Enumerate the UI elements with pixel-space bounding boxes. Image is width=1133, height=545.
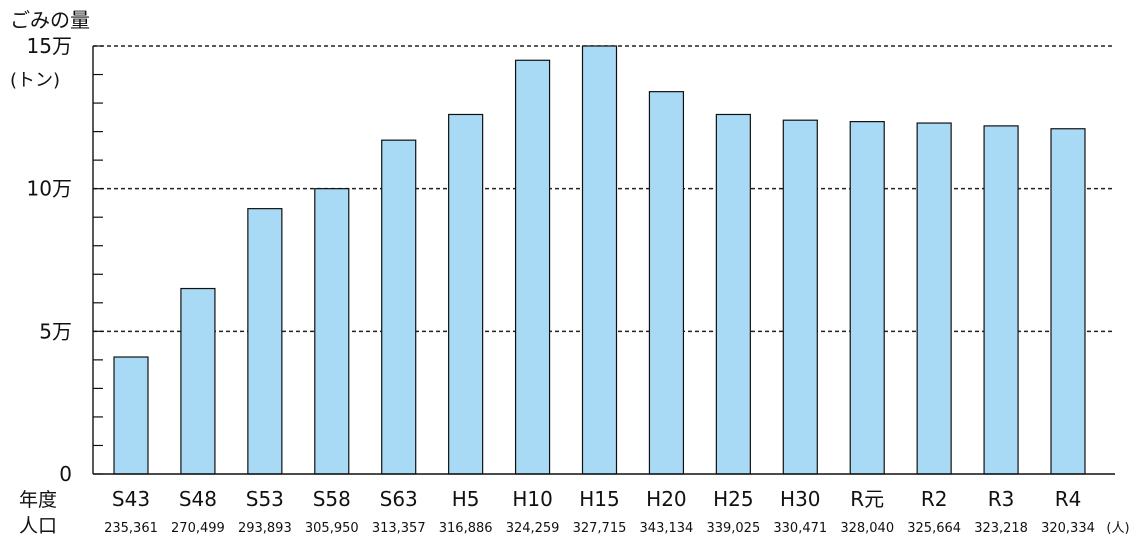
population-label: 330,471 <box>773 521 827 536</box>
bar-H30 <box>782 119 818 475</box>
y-tick-label: 10万 <box>27 177 72 201</box>
x-tick-label: H5 <box>452 487 480 511</box>
population-label: 293,893 <box>238 521 292 536</box>
x-tick-label: H10 <box>512 487 553 511</box>
bar-S53 <box>247 208 283 475</box>
x-tick-label: R2 <box>921 487 948 511</box>
population-label: 339,025 <box>706 521 760 536</box>
year-row-label: 年度 <box>19 489 57 511</box>
x-tick-label: H30 <box>780 487 821 511</box>
population-unit: (人) <box>1106 521 1129 536</box>
x-tick-label: R3 <box>988 487 1015 511</box>
population-row-label: 人口 <box>19 515 57 537</box>
population-label: 328,040 <box>840 521 894 536</box>
x-tick-label: H25 <box>713 487 754 511</box>
y-tick-label: 5万 <box>39 319 72 343</box>
x-tick-label: R元 <box>850 487 884 511</box>
bar-H10 <box>514 59 551 475</box>
population-label: 313,357 <box>372 521 426 536</box>
x-tick-label: S53 <box>246 487 284 511</box>
x-tick-label: S58 <box>313 487 351 511</box>
population-label: 235,361 <box>104 521 158 536</box>
bar-H20 <box>648 91 685 475</box>
bar-R4 <box>1050 128 1086 475</box>
bar-R3 <box>983 125 1019 475</box>
bar-R元 <box>849 121 885 475</box>
population-label: 316,886 <box>439 521 493 536</box>
bar-S63 <box>381 139 417 475</box>
x-tick-label: S48 <box>179 487 217 511</box>
population-label: 305,950 <box>305 521 359 536</box>
bar-H5 <box>448 113 484 475</box>
y-tick-label: 15万 <box>27 34 72 58</box>
x-tick-label: R4 <box>1055 487 1082 511</box>
bar-S43 <box>113 356 149 475</box>
x-tick-label: H20 <box>646 487 687 511</box>
population-label: 324,259 <box>506 521 560 536</box>
population-label: 327,715 <box>573 521 627 536</box>
y-axis: 0 5万 10万 15万 <box>27 34 1115 486</box>
x-tick-label: S63 <box>380 487 418 511</box>
x-tick-label: S43 <box>112 487 150 511</box>
y-axis-label: ごみの量 <box>10 8 90 32</box>
bar-R2 <box>916 122 952 475</box>
x-tick-label: H15 <box>579 487 620 511</box>
bar-S48 <box>180 287 216 475</box>
population-label: 343,134 <box>640 521 694 536</box>
population-label: 323,218 <box>974 521 1028 536</box>
bar-S58 <box>314 188 350 475</box>
x-axis-labels: S43 235,361 S48 270,499 S53 293,893 S58 305,950… <box>104 487 1095 536</box>
bar-H15 <box>581 45 618 475</box>
bars <box>113 45 1086 475</box>
population-label: 325,664 <box>907 521 961 536</box>
y-axis-unit: (トン) <box>10 70 60 91</box>
y-tick-label: 0 <box>59 462 72 486</box>
bar-H25 <box>715 113 751 475</box>
population-label: 320,334 <box>1041 521 1095 536</box>
population-label: 270,499 <box>171 521 225 536</box>
